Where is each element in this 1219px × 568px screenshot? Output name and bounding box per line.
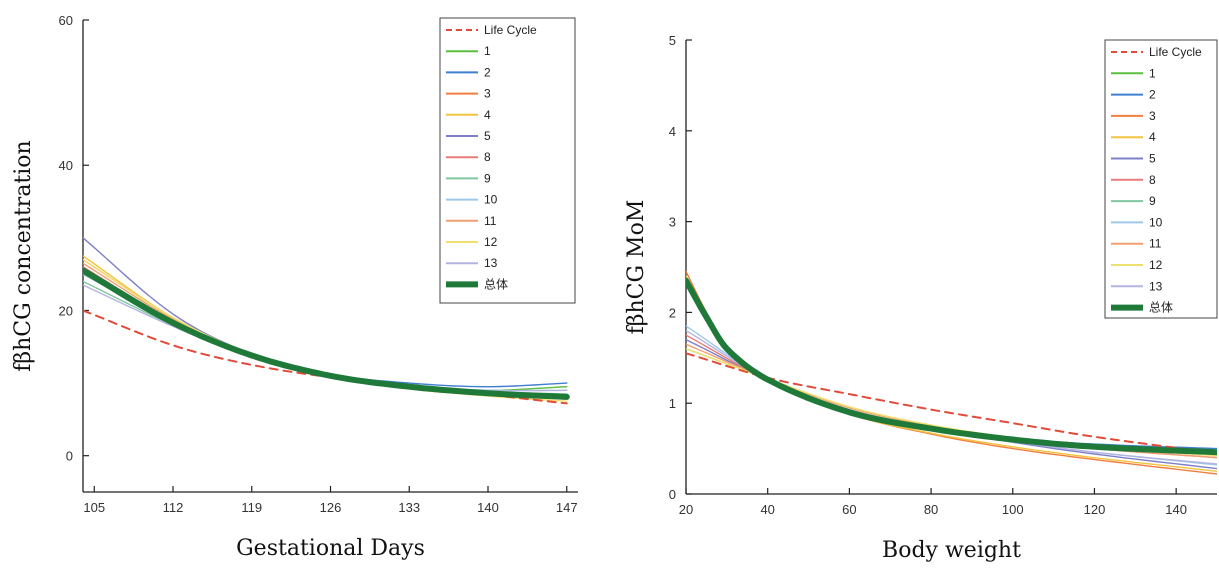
legend-label: 3 [484, 87, 491, 101]
series-group [686, 270, 1217, 475]
legend-label: 4 [1149, 130, 1156, 144]
series-line-12 [83, 267, 570, 400]
y-tick-label: 4 [669, 124, 676, 139]
x-tick-label: 126 [320, 500, 342, 515]
legend-label: 5 [1149, 152, 1156, 166]
x-tick-label: 80 [924, 502, 938, 517]
legend-label: 8 [1149, 173, 1156, 187]
x-axis-title: Body weight [882, 538, 1021, 563]
y-tick-label: 20 [59, 303, 73, 318]
y-axis-title: fβhCG concentration [11, 140, 36, 371]
legend-label: 9 [484, 171, 491, 185]
y-tick-label: 60 [59, 13, 73, 28]
x-tick-label: 112 [163, 500, 184, 515]
legend-label: 1 [484, 44, 491, 58]
legend-label: 总体 [484, 277, 508, 291]
legend-label: 11 [484, 214, 497, 228]
x-tick-label: 120 [1084, 502, 1106, 517]
series-group [83, 237, 570, 405]
legend-label: 13 [1149, 279, 1163, 293]
legend-label: 12 [484, 235, 498, 249]
y-tick-label: 40 [59, 158, 73, 173]
x-tick-label: 20 [679, 502, 693, 517]
series-line-12 [686, 277, 1217, 456]
x-tick-label: 105 [83, 500, 105, 515]
x-tick-label: 133 [398, 500, 420, 515]
x-tick-label: 147 [556, 500, 578, 515]
legend-label: 2 [1149, 88, 1156, 102]
legend-box [439, 17, 576, 304]
legend-label: 12 [1149, 258, 1163, 272]
y-tick-label: 0 [669, 487, 676, 502]
y-tick-label: 3 [669, 215, 676, 230]
legend-label: 2 [484, 65, 491, 79]
legend-label: 总体 [1149, 301, 1173, 315]
x-tick-label: 140 [1165, 502, 1187, 517]
legend-label: 3 [1149, 109, 1156, 123]
legend-label: 9 [1149, 194, 1156, 208]
x-tick-label: 119 [241, 500, 262, 515]
legend-label: 11 [1149, 237, 1162, 251]
y-tick-label: 5 [669, 33, 676, 48]
y-tick-label: 2 [669, 305, 676, 320]
x-tick-label: 100 [1002, 502, 1024, 517]
legend-label: Life Cycle [484, 23, 537, 37]
x-tick-label: 60 [842, 502, 856, 517]
legend-label: 4 [484, 108, 491, 122]
y-axis-title: fβhCG MoM [624, 200, 649, 335]
legend-label: 10 [1149, 215, 1163, 229]
y-tick-label: 0 [66, 449, 73, 464]
legend-label: 8 [484, 150, 491, 164]
y-tick-label: 1 [669, 396, 676, 411]
legend-label: 1 [1149, 66, 1156, 80]
x-tick-label: 140 [477, 500, 499, 515]
legend-label: 13 [484, 256, 498, 270]
x-axis-title: Gestational Days [236, 536, 425, 561]
legend-label: Life Cycle [1149, 45, 1202, 59]
legend-label: 10 [484, 193, 498, 207]
legend-label: 5 [484, 129, 491, 143]
x-tick-label: 40 [760, 502, 774, 517]
